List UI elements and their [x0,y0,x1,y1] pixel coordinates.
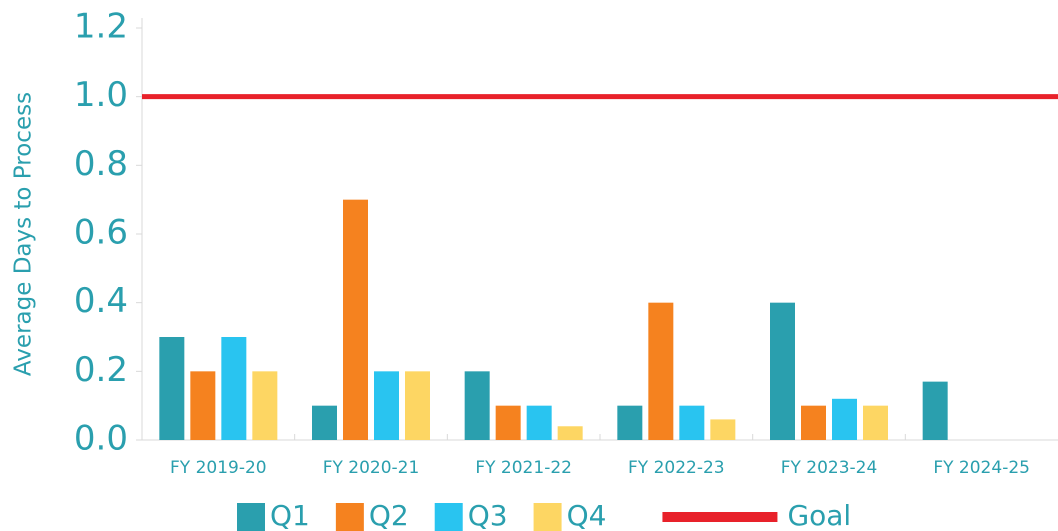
legend-label: Q2 [369,499,409,531]
legend-swatch [237,503,265,531]
x-tick-label: FY 2021-22 [475,458,572,478]
y-tick-label: 0.2 [74,350,128,390]
y-tick-label: 1.0 [74,75,128,115]
legend-label: Q4 [567,499,607,531]
legend-label: Goal [787,499,851,531]
x-tick-label: FY 2020-21 [323,458,420,478]
bar [343,199,368,440]
bar [526,405,552,440]
bar [159,337,185,440]
bar [922,381,948,440]
y-tick-label: 1.2 [74,7,128,47]
bar [495,405,521,440]
bar [190,371,216,440]
bar [770,302,795,440]
bar [252,371,278,440]
y-tick-label: 0.4 [74,281,128,321]
bar [832,398,857,440]
y-tick-label: 0.6 [74,213,128,253]
bar [464,371,490,440]
y-axis-label: Average Days to Process [11,92,37,376]
legend-swatch [533,503,562,531]
x-tick-label: FY 2019-20 [170,458,267,478]
legend-label: Q1 [270,499,310,531]
bar [617,405,643,440]
bar [557,426,583,440]
x-tick-label: FY 2024-25 [933,458,1030,478]
bar [801,405,826,440]
legend-label: Q3 [468,499,508,531]
y-tick-label: 0.0 [74,419,128,459]
bar [710,419,736,440]
bar [405,371,430,440]
bar [648,302,674,440]
y-tick-label: 0.8 [74,144,128,184]
bar [863,405,888,440]
bar [221,337,247,440]
bar [312,405,337,440]
legend-swatch [434,503,463,531]
x-tick-label: FY 2023-24 [781,458,878,478]
bar [374,371,399,440]
bar [679,405,705,440]
legend-swatch [335,503,364,531]
legend-swatch [662,512,778,522]
x-tick-label: FY 2022-23 [628,458,725,478]
